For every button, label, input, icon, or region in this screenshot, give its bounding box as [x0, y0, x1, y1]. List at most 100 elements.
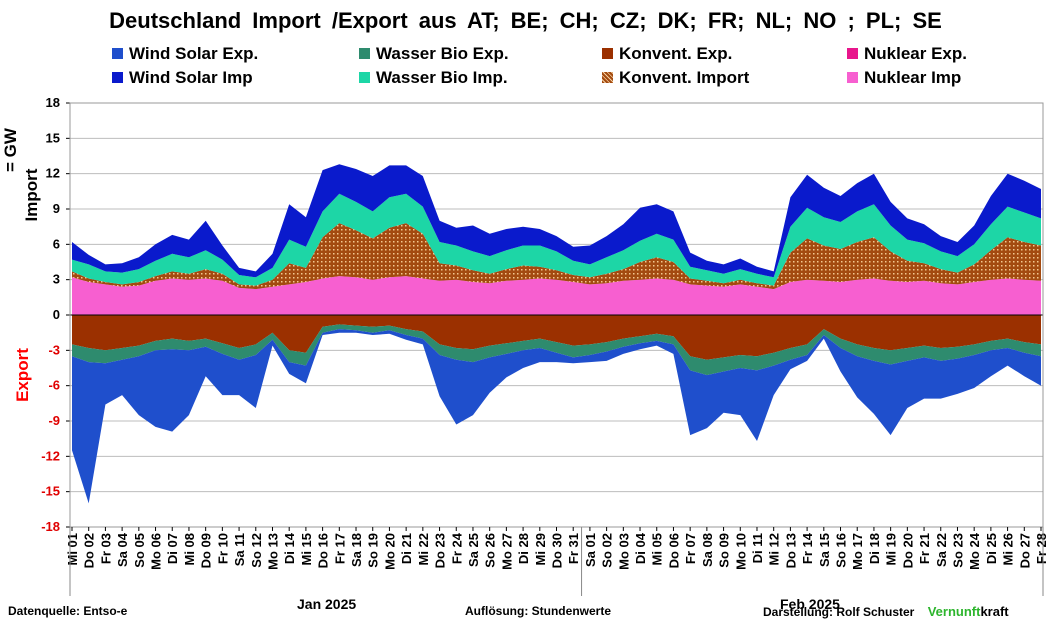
x-tick-label: Sa 15: [817, 533, 832, 567]
x-tick-label: Fr 17: [332, 533, 347, 564]
y-tick-label: 3: [53, 272, 60, 287]
x-tick-label: Do 09: [199, 533, 214, 568]
x-tick-label: Mo 20: [382, 533, 397, 570]
legend-label: Wind Solar Imp: [129, 68, 253, 87]
x-tick-label: Fr 03: [98, 533, 113, 564]
area-wind-solar-imp: [72, 164, 1041, 278]
footer-author-text: Darstellung: Rolf Schuster: [763, 605, 915, 619]
x-tick-label: Fr 10: [215, 533, 230, 564]
legend-label: Nuklear Imp: [864, 68, 962, 87]
legend-swatch: [847, 48, 858, 59]
x-tick-label: Do 06: [666, 533, 681, 568]
x-tick-label: Mo 13: [265, 533, 280, 570]
x-tick-label: Mo 27: [499, 533, 514, 570]
y-tick-label: 6: [53, 236, 60, 251]
legend-label: Wasser Bio Exp.: [376, 44, 509, 63]
x-tick-label: Di 11: [750, 533, 765, 563]
legend-swatch: [112, 48, 123, 59]
y-tick-label: -6: [48, 378, 60, 393]
area-nuklear-imp: [72, 276, 1041, 315]
legend-label: Konvent. Exp.: [619, 44, 733, 63]
x-tick-label: Do 23: [433, 533, 448, 568]
legend-label: Wasser Bio Imp.: [376, 68, 508, 87]
x-tick-label: Mi 01: [65, 533, 80, 566]
x-tick-label: Mi 29: [533, 533, 548, 566]
y-tick-label: 9: [53, 201, 60, 216]
x-tick-label: Sa 25: [466, 533, 481, 567]
x-tick-label: Fr 07: [683, 533, 698, 564]
chart-title: Deutschland Import /Export aus AT; BE; C…: [109, 8, 942, 33]
x-tick-label: Mi 12: [767, 533, 782, 566]
x-tick-label: Mi 15: [299, 533, 314, 566]
legend-label: Nuklear Exp.: [864, 44, 967, 63]
x-tick-label: Do 30: [550, 533, 565, 568]
y-tick-label: -15: [41, 484, 60, 499]
y-tick-label: 18: [46, 95, 60, 110]
x-tick-label: So 26: [483, 533, 498, 568]
brand-green: Vernunft: [927, 604, 981, 619]
x-tick-label: Mo 03: [616, 533, 631, 570]
x-tick-label: So 16: [834, 533, 849, 568]
x-tick-label: Mi 08: [182, 533, 197, 566]
x-tick-label: Sa 01: [583, 533, 598, 567]
legend-wind-solar-exp: Wind Solar Exp.: [112, 44, 258, 64]
x-tick-label: Fr 14: [800, 532, 815, 564]
x-tick-label: Mi 26: [1001, 533, 1016, 566]
area-konvent-import: [72, 223, 1041, 290]
y-tick-label: -9: [48, 413, 60, 428]
area-konvent-exp: [72, 315, 1041, 360]
x-tick-label: Mo 06: [149, 533, 164, 570]
y-tick-label: -12: [41, 448, 60, 463]
legend-wasser-bio-exp: Wasser Bio Exp.: [359, 44, 509, 64]
x-tick-label: Di 14: [282, 532, 297, 564]
x-tick-label: Mo 17: [850, 533, 865, 570]
y-tick-label: -3: [48, 342, 60, 357]
x-tick-label: So 19: [366, 533, 381, 568]
y-tick-label: 12: [46, 166, 60, 181]
x-tick-label: Do 20: [900, 533, 915, 568]
x-tick-label: So 12: [249, 533, 264, 568]
x-tick-label: So 02: [600, 533, 615, 568]
x-tick-label: Sa 11: [232, 533, 247, 566]
x-tick-label: So 05: [132, 533, 147, 568]
x-tick-label: Sa 18: [349, 533, 364, 567]
legend-nuklear-imp: Nuklear Imp: [847, 68, 961, 88]
footer-resolution: Auflösung: Stundenwerte: [465, 604, 611, 618]
footer-source: Datenquelle: Entso-e: [8, 604, 128, 618]
legend-label: Wind Solar Exp.: [129, 44, 259, 63]
legend-wasser-bio-imp: Wasser Bio Imp.: [359, 68, 508, 88]
x-tick-label: Sa 22: [934, 533, 949, 567]
x-tick-label: Do 13: [783, 533, 798, 568]
legend-wind-solar-imp: Wind Solar Imp: [112, 68, 253, 88]
x-tick-label: Fr 24: [449, 532, 464, 564]
y-tick-label: 15: [46, 130, 60, 145]
x-tick-label: Mi 05: [650, 533, 665, 566]
x-tick-label: So 23: [950, 533, 965, 568]
x-tick-label: Mi 22: [416, 533, 431, 566]
legend-swatch: [602, 48, 613, 59]
x-tick-label: Di 28: [516, 533, 531, 564]
legend-konvent-import: Konvent. Import: [602, 68, 749, 88]
legend-swatch: [602, 72, 613, 83]
x-tick-label: Fr 21: [917, 533, 932, 564]
legend-label: Konvent. Import: [619, 68, 750, 87]
x-tick-label: Sa 08: [700, 533, 715, 567]
x-tick-label: Mi 19: [884, 533, 899, 566]
y-tick-label: 0: [53, 307, 60, 322]
legend-swatch: [112, 72, 123, 83]
month-label-feb: Feb 2025: [780, 596, 840, 612]
month-label-jan: Jan 2025: [297, 596, 357, 612]
x-tick-label: Do 16: [316, 533, 331, 568]
area-series: [72, 164, 1041, 504]
x-tick-label: Mo 24: [967, 532, 982, 570]
area-wasser-bio-imp: [72, 193, 1041, 286]
x-tick-label: Di 18: [867, 533, 882, 564]
legend-swatch: [359, 48, 370, 59]
legend-nuklear-exp: Nuklear Exp.: [847, 44, 967, 64]
area-wasser-bio-exp: [72, 324, 1041, 376]
legend-swatch: [847, 72, 858, 83]
footer-author: Darstellung: Rolf Schuster Vernunftkraft: [763, 604, 1009, 619]
x-tick-label: Do 02: [82, 533, 97, 568]
legend-konvent-exp: Konvent. Exp.: [602, 44, 732, 64]
